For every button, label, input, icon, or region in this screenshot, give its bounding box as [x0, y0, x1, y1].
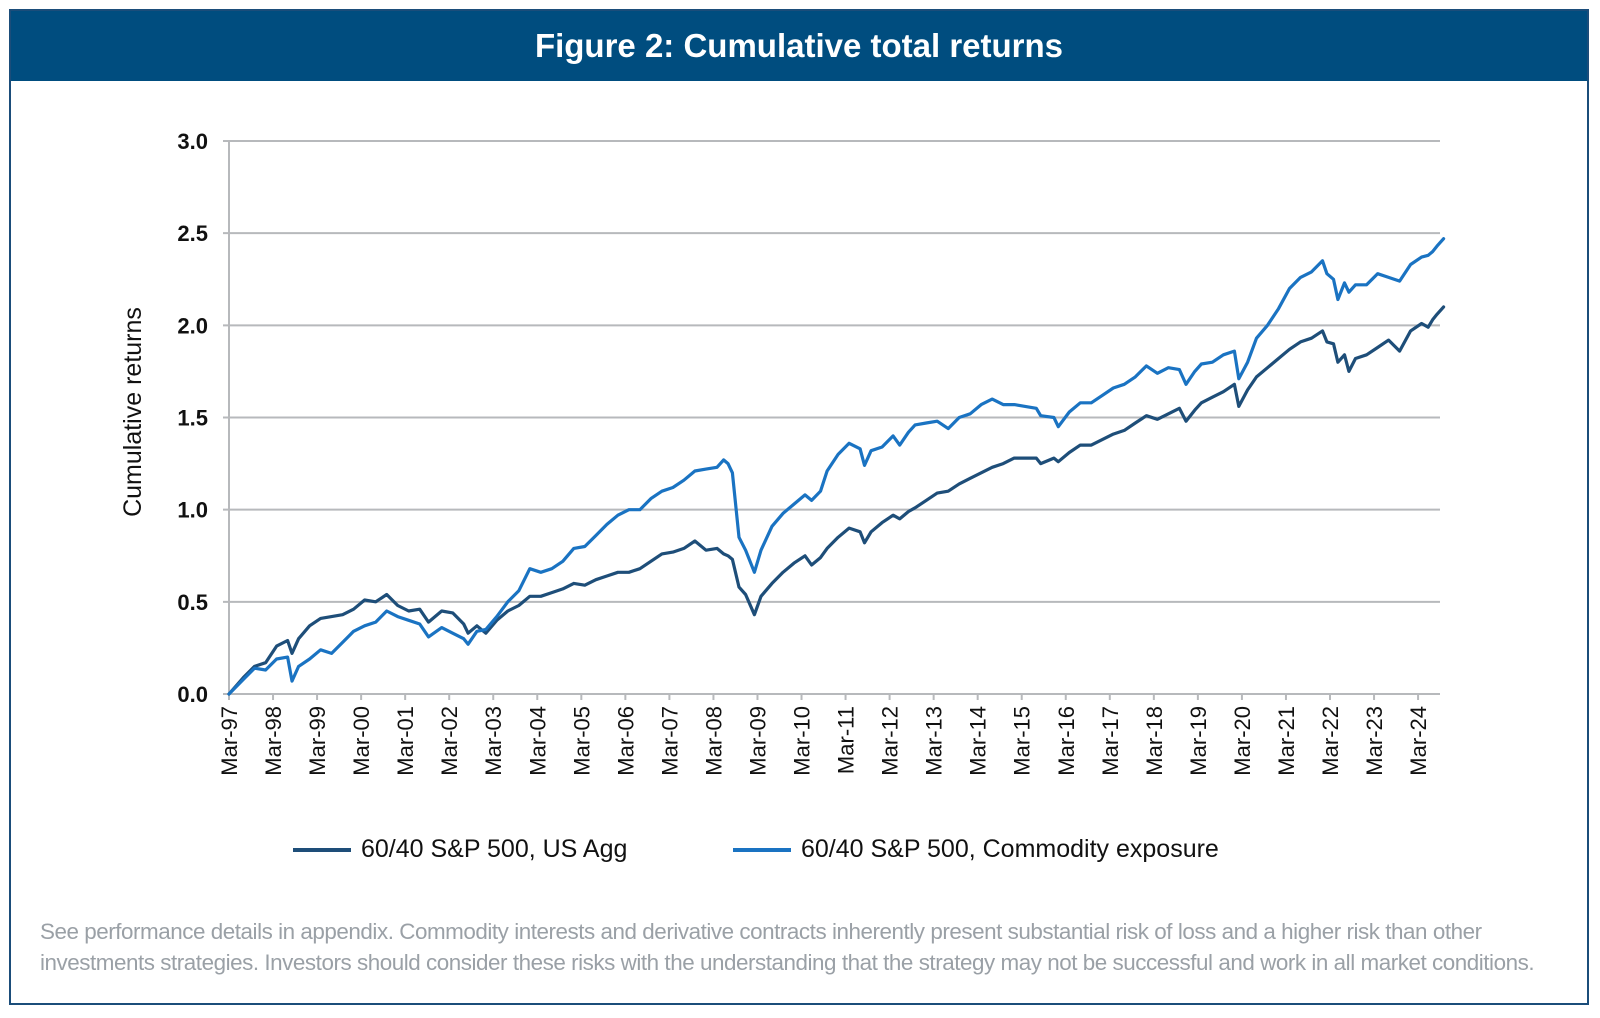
- x-tick-label: Mar-12: [878, 706, 903, 776]
- x-tick-label: Mar-05: [569, 706, 594, 776]
- x-tick-label: Mar-17: [1098, 706, 1123, 776]
- legend-swatch-us-agg: [293, 847, 351, 852]
- legend-label-us-agg: 60/40 S&P 500, US Agg: [361, 835, 628, 863]
- x-tick-label: Mar-18: [1142, 706, 1167, 776]
- x-tick-label: Mar-23: [1362, 706, 1387, 776]
- x-tick-label: Mar-09: [745, 706, 770, 776]
- x-tick-label: Mar-08: [701, 706, 726, 776]
- x-tick-label: Mar-14: [966, 706, 991, 776]
- x-tick-labels: Mar-97 Mar-98 Mar-99 Mar-00 Mar-01 Mar-02 Mar-…: [217, 706, 1431, 776]
- x-tick-label: Mar-16: [1054, 706, 1079, 776]
- x-tick-label: Mar-10: [790, 706, 815, 776]
- x-tick-label: Mar-13: [922, 706, 947, 776]
- series-line-commodity: [227, 237, 1446, 696]
- x-axis: [228, 694, 1420, 700]
- x-tick-label: Mar-97: [217, 706, 242, 776]
- x-tick-label: Mar-21: [1274, 706, 1299, 776]
- y-tick-label: 3.0: [177, 129, 208, 154]
- y-tick-labels: 0.0 0.5 1.0 1.5 2.0 2.5 3.0: [177, 129, 208, 707]
- y-tick-label: 0.0: [177, 682, 208, 707]
- series-lines: [227, 237, 1446, 696]
- legend-item-commodity: 60/40 S&P 500, Commodity exposure: [733, 835, 1219, 864]
- x-tick-label: Mar-15: [1010, 706, 1035, 776]
- y-axis-title: Cumulative returns: [119, 307, 147, 517]
- x-tick-label: Mar-02: [437, 706, 462, 776]
- figure-title: Figure 2: Cumulative total returns: [11, 11, 1587, 81]
- x-tick-label: Mar-20: [1230, 706, 1255, 776]
- x-tick-label: Mar-07: [657, 706, 682, 776]
- gridlines: [223, 140, 1440, 695]
- series-line-us-agg: [227, 305, 1446, 696]
- y-tick-label: 2.0: [177, 313, 208, 338]
- legend-swatch-commodity: [733, 847, 791, 852]
- x-tick-label: Mar-19: [1186, 706, 1211, 776]
- x-tick-label: Mar-03: [481, 706, 506, 776]
- figure-frame: Figure 2: Cumulative total returns: [9, 9, 1589, 1005]
- y-tick-label: 1.0: [177, 498, 208, 523]
- legend-label-commodity: 60/40 S&P 500, Commodity exposure: [801, 835, 1219, 863]
- x-tick-label: Mar-11: [834, 706, 859, 774]
- footnote: See performance details in appendix. Com…: [40, 916, 1580, 978]
- x-tick-label: Mar-06: [613, 706, 638, 776]
- footnote-line-1: See performance details in appendix. Com…: [40, 919, 1482, 944]
- y-tick-label: 0.5: [177, 590, 208, 615]
- x-tick-label: Mar-01: [393, 706, 418, 776]
- x-tick-label: Mar-99: [305, 706, 330, 776]
- y-tick-label: 1.5: [177, 406, 208, 431]
- legend: 60/40 S&P 500, US Agg 60/40 S&P 500, Com…: [0, 835, 1600, 875]
- footnote-line-2: investments strategies. Investors should…: [40, 950, 1535, 975]
- x-tick-label: Mar-22: [1318, 706, 1343, 776]
- x-tick-label: Mar-04: [525, 706, 550, 776]
- x-tick-label: Mar-98: [261, 706, 286, 776]
- y-tick-label: 2.5: [177, 221, 208, 246]
- x-tick-label: Mar-24: [1406, 706, 1431, 776]
- x-tick-label: Mar-00: [349, 706, 374, 776]
- legend-item-us-agg: 60/40 S&P 500, US Agg: [293, 835, 627, 864]
